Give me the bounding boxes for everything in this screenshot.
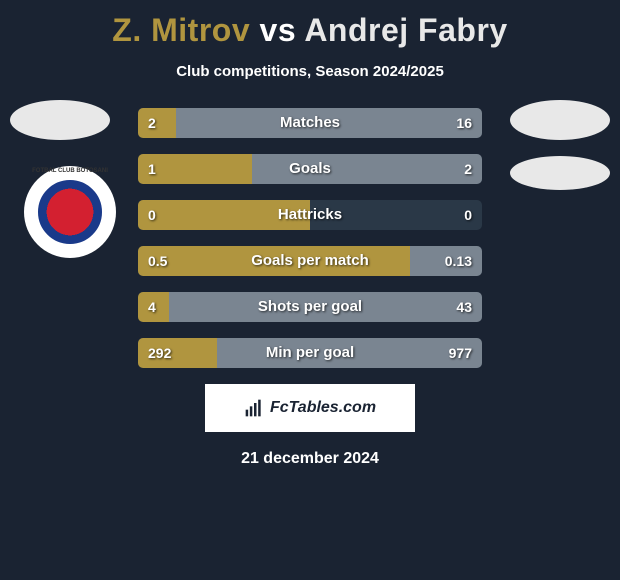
stat-label: Hattricks	[138, 200, 482, 230]
stat-row: 00Hattricks	[138, 200, 482, 230]
chart-icon	[244, 398, 264, 418]
stat-label: Min per goal	[138, 338, 482, 368]
stat-label: Goals per match	[138, 246, 482, 276]
player1-badge-placeholder	[10, 100, 110, 140]
footer-site-text: FcTables.com	[270, 399, 376, 417]
content-area: FOTBAL CLUB BOTOSANI 216Matches 12Goals 00…	[0, 108, 620, 368]
player2-name: Andrej Fabry	[304, 12, 507, 48]
stat-row: 0.50.13Goals per match	[138, 246, 482, 276]
vs-text: vs	[260, 12, 297, 48]
stat-row: 443Shots per goal	[138, 292, 482, 322]
stat-row: 216Matches	[138, 108, 482, 138]
date-text: 21 december 2024	[0, 450, 620, 468]
player2-badge-placeholder-2	[510, 156, 610, 190]
subtitle: Club competitions, Season 2024/2025	[0, 63, 620, 80]
footer-site-badge: FcTables.com	[205, 384, 415, 432]
stat-label: Shots per goal	[138, 292, 482, 322]
club-badge: FOTBAL CLUB BOTOSANI	[24, 166, 116, 258]
player1-name: Z. Mitrov	[112, 12, 250, 48]
stat-label: Matches	[138, 108, 482, 138]
stat-bars: 216Matches 12Goals 00Hattricks 0.50.13Goals…	[138, 108, 482, 368]
stat-label: Goals	[138, 154, 482, 184]
stat-row: 292977Min per goal	[138, 338, 482, 368]
club-badge-label: FOTBAL CLUB BOTOSANI	[32, 168, 108, 174]
comparison-title: Z. Mitrov vs Andrej Fabry	[0, 0, 620, 49]
club-badge-inner: FOTBAL CLUB BOTOSANI	[38, 180, 102, 244]
player2-badge-placeholder-1	[510, 100, 610, 140]
stat-row: 12Goals	[138, 154, 482, 184]
